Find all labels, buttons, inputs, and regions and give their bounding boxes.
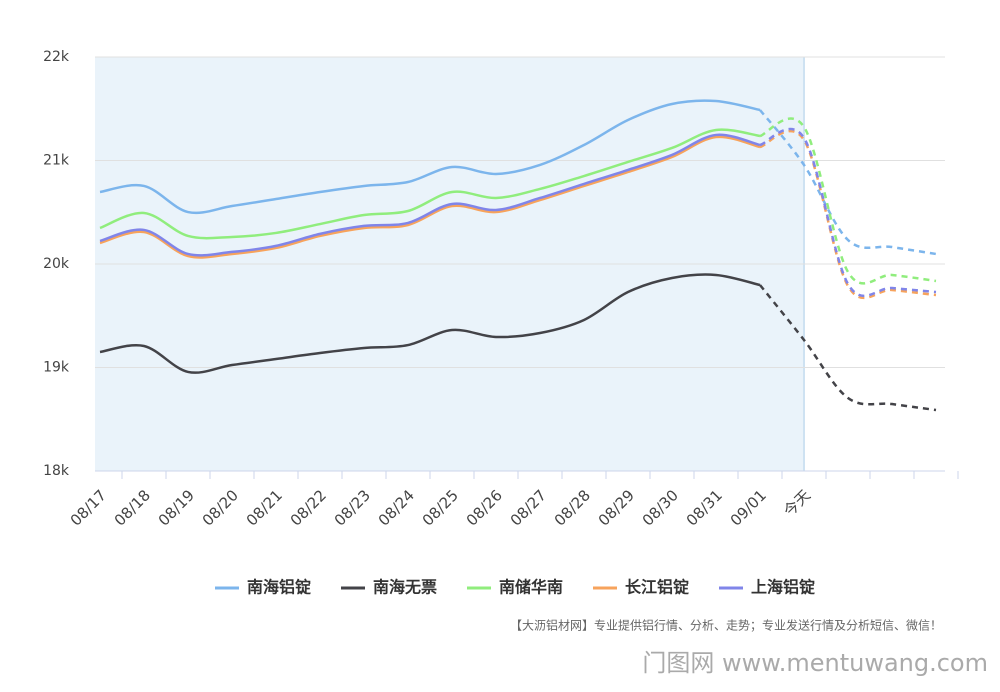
series-line — [759, 117, 937, 285]
y-tick-label: 20k — [43, 256, 70, 272]
x-tick-label: 08/18 — [111, 486, 154, 529]
y-tick-label: 18k — [43, 463, 70, 479]
series-line — [99, 135, 761, 259]
series-line — [759, 109, 937, 256]
legend-label: 南海无票 — [373, 578, 437, 597]
x-tick-label: 08/29 — [595, 486, 638, 529]
series-line — [99, 99, 761, 215]
x-tick-label: 08/30 — [639, 486, 682, 529]
x-tick-label: 08/28 — [551, 486, 594, 529]
legend-label: 南储华南 — [499, 578, 563, 597]
series-line — [99, 273, 761, 374]
x-tick-label: 08/23 — [331, 486, 374, 529]
x-tick-label: 08/19 — [155, 486, 198, 529]
series-line — [99, 133, 761, 257]
series-line — [99, 128, 761, 240]
x-tick-label: 08/20 — [199, 486, 242, 529]
x-tick-label: 08/27 — [507, 486, 550, 529]
x-tick-label: 08/26 — [463, 486, 506, 529]
legend-label: 长江铝锭 — [625, 578, 689, 597]
x-tick-label: 08/22 — [287, 486, 330, 529]
series-line — [759, 284, 937, 412]
series-line — [759, 130, 937, 300]
x-tick-label: 08/31 — [683, 486, 726, 529]
series-line — [759, 127, 937, 298]
footnote: 【大沥铝材网】专业提供铝行情、分析、走势；专业发送行情及分析短信、微信！ — [510, 618, 942, 633]
x-tick-label: 08/17 — [67, 486, 110, 529]
x-tick-label: 08/24 — [375, 486, 418, 529]
x-tick-label: 09/01 — [727, 486, 770, 529]
y-tick-label: 22k — [43, 49, 70, 65]
x-tick-label: 08/25 — [419, 486, 462, 529]
x-tick-label: 08/21 — [243, 486, 286, 529]
watermark: 门图网 www.mentuwang.com — [642, 649, 988, 677]
x-tick-label: 今天 — [780, 486, 814, 520]
legend-label: 南海铝锭 — [247, 578, 311, 597]
legend-label: 上海铝锭 — [751, 578, 815, 597]
y-tick-label: 19k — [43, 360, 70, 376]
y-tick-label: 21k — [43, 153, 70, 169]
